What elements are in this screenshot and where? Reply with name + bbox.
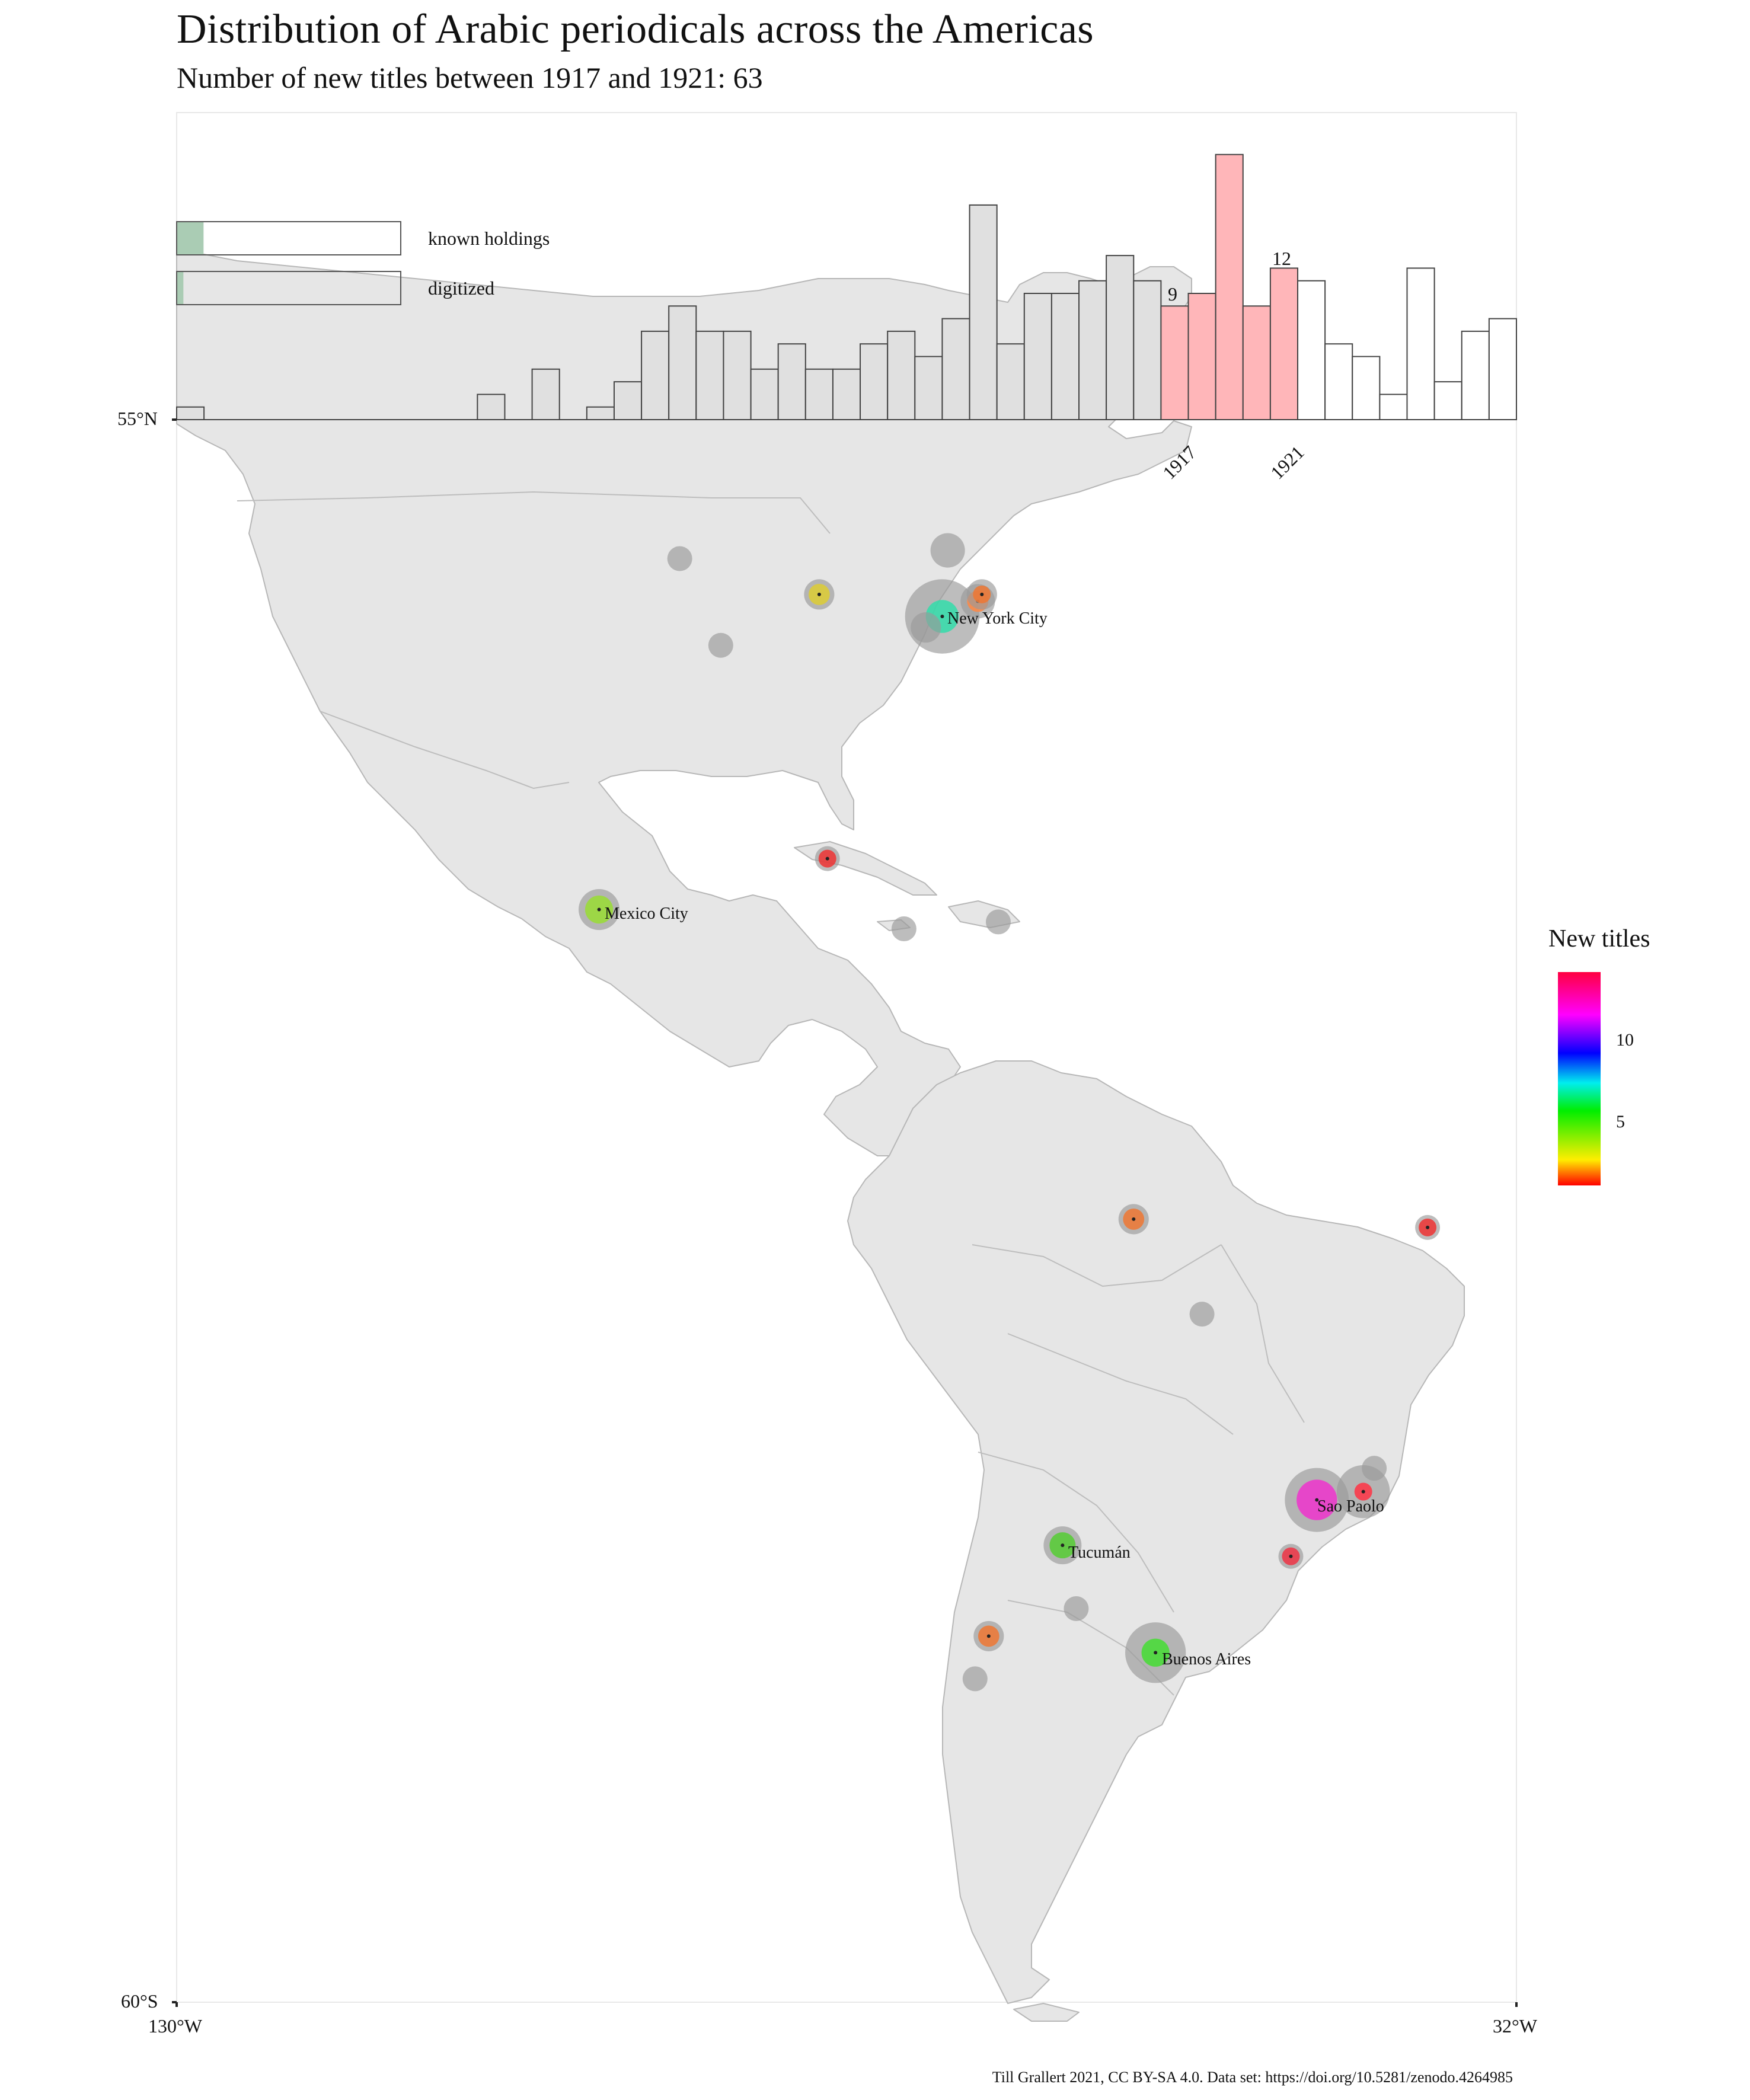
point-total-circle xyxy=(1189,1302,1215,1327)
point-center-dot xyxy=(980,592,984,596)
histogram-bar xyxy=(1433,381,1462,420)
tierra-del-fuego-shape xyxy=(1013,2003,1080,2022)
point-total-circle xyxy=(891,916,916,942)
point-center-dot xyxy=(1361,1490,1365,1494)
legend-tick-5: 5 xyxy=(1616,1112,1625,1131)
digitized-frame xyxy=(176,271,401,305)
histogram-bar xyxy=(1023,293,1052,420)
known-holdings-frame xyxy=(176,221,401,255)
known-holdings-label: known holdings xyxy=(428,228,550,249)
point-center-dot xyxy=(1289,1554,1293,1558)
point-total-circle xyxy=(930,533,965,568)
point-total-circle xyxy=(1064,1596,1089,1621)
histogram-bar xyxy=(1242,305,1271,420)
histogram-bar xyxy=(887,330,916,421)
digitized-fill xyxy=(177,271,184,305)
lat-bottom-label: 60°S xyxy=(121,1990,158,2012)
point-total-circle xyxy=(911,612,941,643)
point-center-dot xyxy=(940,615,944,619)
legend-title: New titles xyxy=(1548,925,1650,952)
histogram-bar xyxy=(996,343,1025,421)
histogram-bar xyxy=(750,368,779,420)
point-total-circle xyxy=(1362,1456,1387,1481)
point-center-dot xyxy=(825,856,829,861)
histogram-bar xyxy=(641,330,670,421)
histogram-bar xyxy=(1106,255,1135,420)
point-center-dot xyxy=(1132,1217,1136,1221)
histogram-bar xyxy=(668,305,697,420)
histogram-bar xyxy=(1324,343,1353,421)
holdings-bars xyxy=(176,221,401,305)
point-total-circle xyxy=(985,909,1011,935)
point-total-circle xyxy=(667,546,692,571)
histogram-bar xyxy=(176,406,205,421)
histogram-bar xyxy=(531,368,560,420)
histogram-bar xyxy=(1187,293,1216,420)
histogram-bar xyxy=(1488,318,1517,420)
histogram-bar xyxy=(1160,305,1189,420)
city-label-sao-paolo: Sao Paolo xyxy=(1317,1497,1384,1516)
city-label-mexico-city: Mexico City xyxy=(605,904,688,923)
histogram-bar xyxy=(804,368,834,420)
histogram-bar xyxy=(586,406,615,421)
chart-title: Distribution of Arabic periodicals acros… xyxy=(177,7,1094,52)
histogram-bar xyxy=(1133,280,1162,421)
histogram-bar xyxy=(1352,356,1381,420)
histogram xyxy=(176,154,1517,421)
credit-line: Till Grallert 2021, CC BY-SA 4.0. Data s… xyxy=(992,2069,1513,2086)
last-highlight-annotation: 12 xyxy=(1272,248,1291,269)
landmass xyxy=(176,248,1465,2022)
chart-subtitle: Number of new titles between 1917 and 19… xyxy=(177,61,763,94)
histogram-bar xyxy=(1406,267,1435,420)
histogram-bar xyxy=(969,204,998,420)
point-center-dot xyxy=(1426,1225,1430,1229)
data-points xyxy=(578,533,1441,1692)
histogram-bar xyxy=(723,330,752,421)
histogram-bar xyxy=(777,343,806,421)
histogram-bar xyxy=(941,318,970,420)
histogram-bar xyxy=(695,330,724,421)
histogram-bar xyxy=(1461,330,1490,421)
histogram-bar xyxy=(1050,293,1080,420)
north-america-shape xyxy=(176,248,1192,1156)
south-america-shape xyxy=(847,1060,1465,2004)
first-highlight-annotation: 9 xyxy=(1168,283,1177,305)
lon-left-label: 130°W xyxy=(148,2015,202,2037)
point-center-dot xyxy=(986,1634,991,1638)
point-center-dot xyxy=(1061,1543,1065,1548)
known-holdings-fill xyxy=(177,222,204,255)
point-center-dot xyxy=(1154,1651,1158,1655)
histogram-bar xyxy=(1269,267,1299,420)
histogram-bar xyxy=(1297,280,1326,421)
lon-right-label: 32°W xyxy=(1493,2015,1537,2037)
point-center-dot xyxy=(817,592,821,596)
point-total-circle xyxy=(708,632,733,658)
point-center-dot xyxy=(597,907,601,912)
color-legend-bar xyxy=(1558,972,1601,1185)
point-center-dot xyxy=(1315,1498,1319,1502)
histogram-bar xyxy=(832,368,861,420)
histogram-bar xyxy=(1379,394,1408,421)
point-total-circle xyxy=(962,1666,988,1692)
histogram-bar xyxy=(1078,280,1107,421)
city-label-buenos-aires: Buenos Aires xyxy=(1162,1650,1251,1669)
axis-ticks xyxy=(172,418,1518,2007)
histogram-bar xyxy=(914,356,943,420)
lat-top-label: 55°N xyxy=(117,408,158,429)
histogram-bar xyxy=(860,343,889,421)
digitized-label: digitized xyxy=(428,277,494,299)
histogram-bar xyxy=(613,381,643,420)
city-label-new-york: New York City xyxy=(947,609,1048,628)
histogram-bar xyxy=(477,394,506,421)
legend-tick-10: 10 xyxy=(1616,1030,1634,1050)
histogram-bar xyxy=(1215,154,1244,420)
city-label-tucuman: Tucumán xyxy=(1068,1543,1131,1562)
